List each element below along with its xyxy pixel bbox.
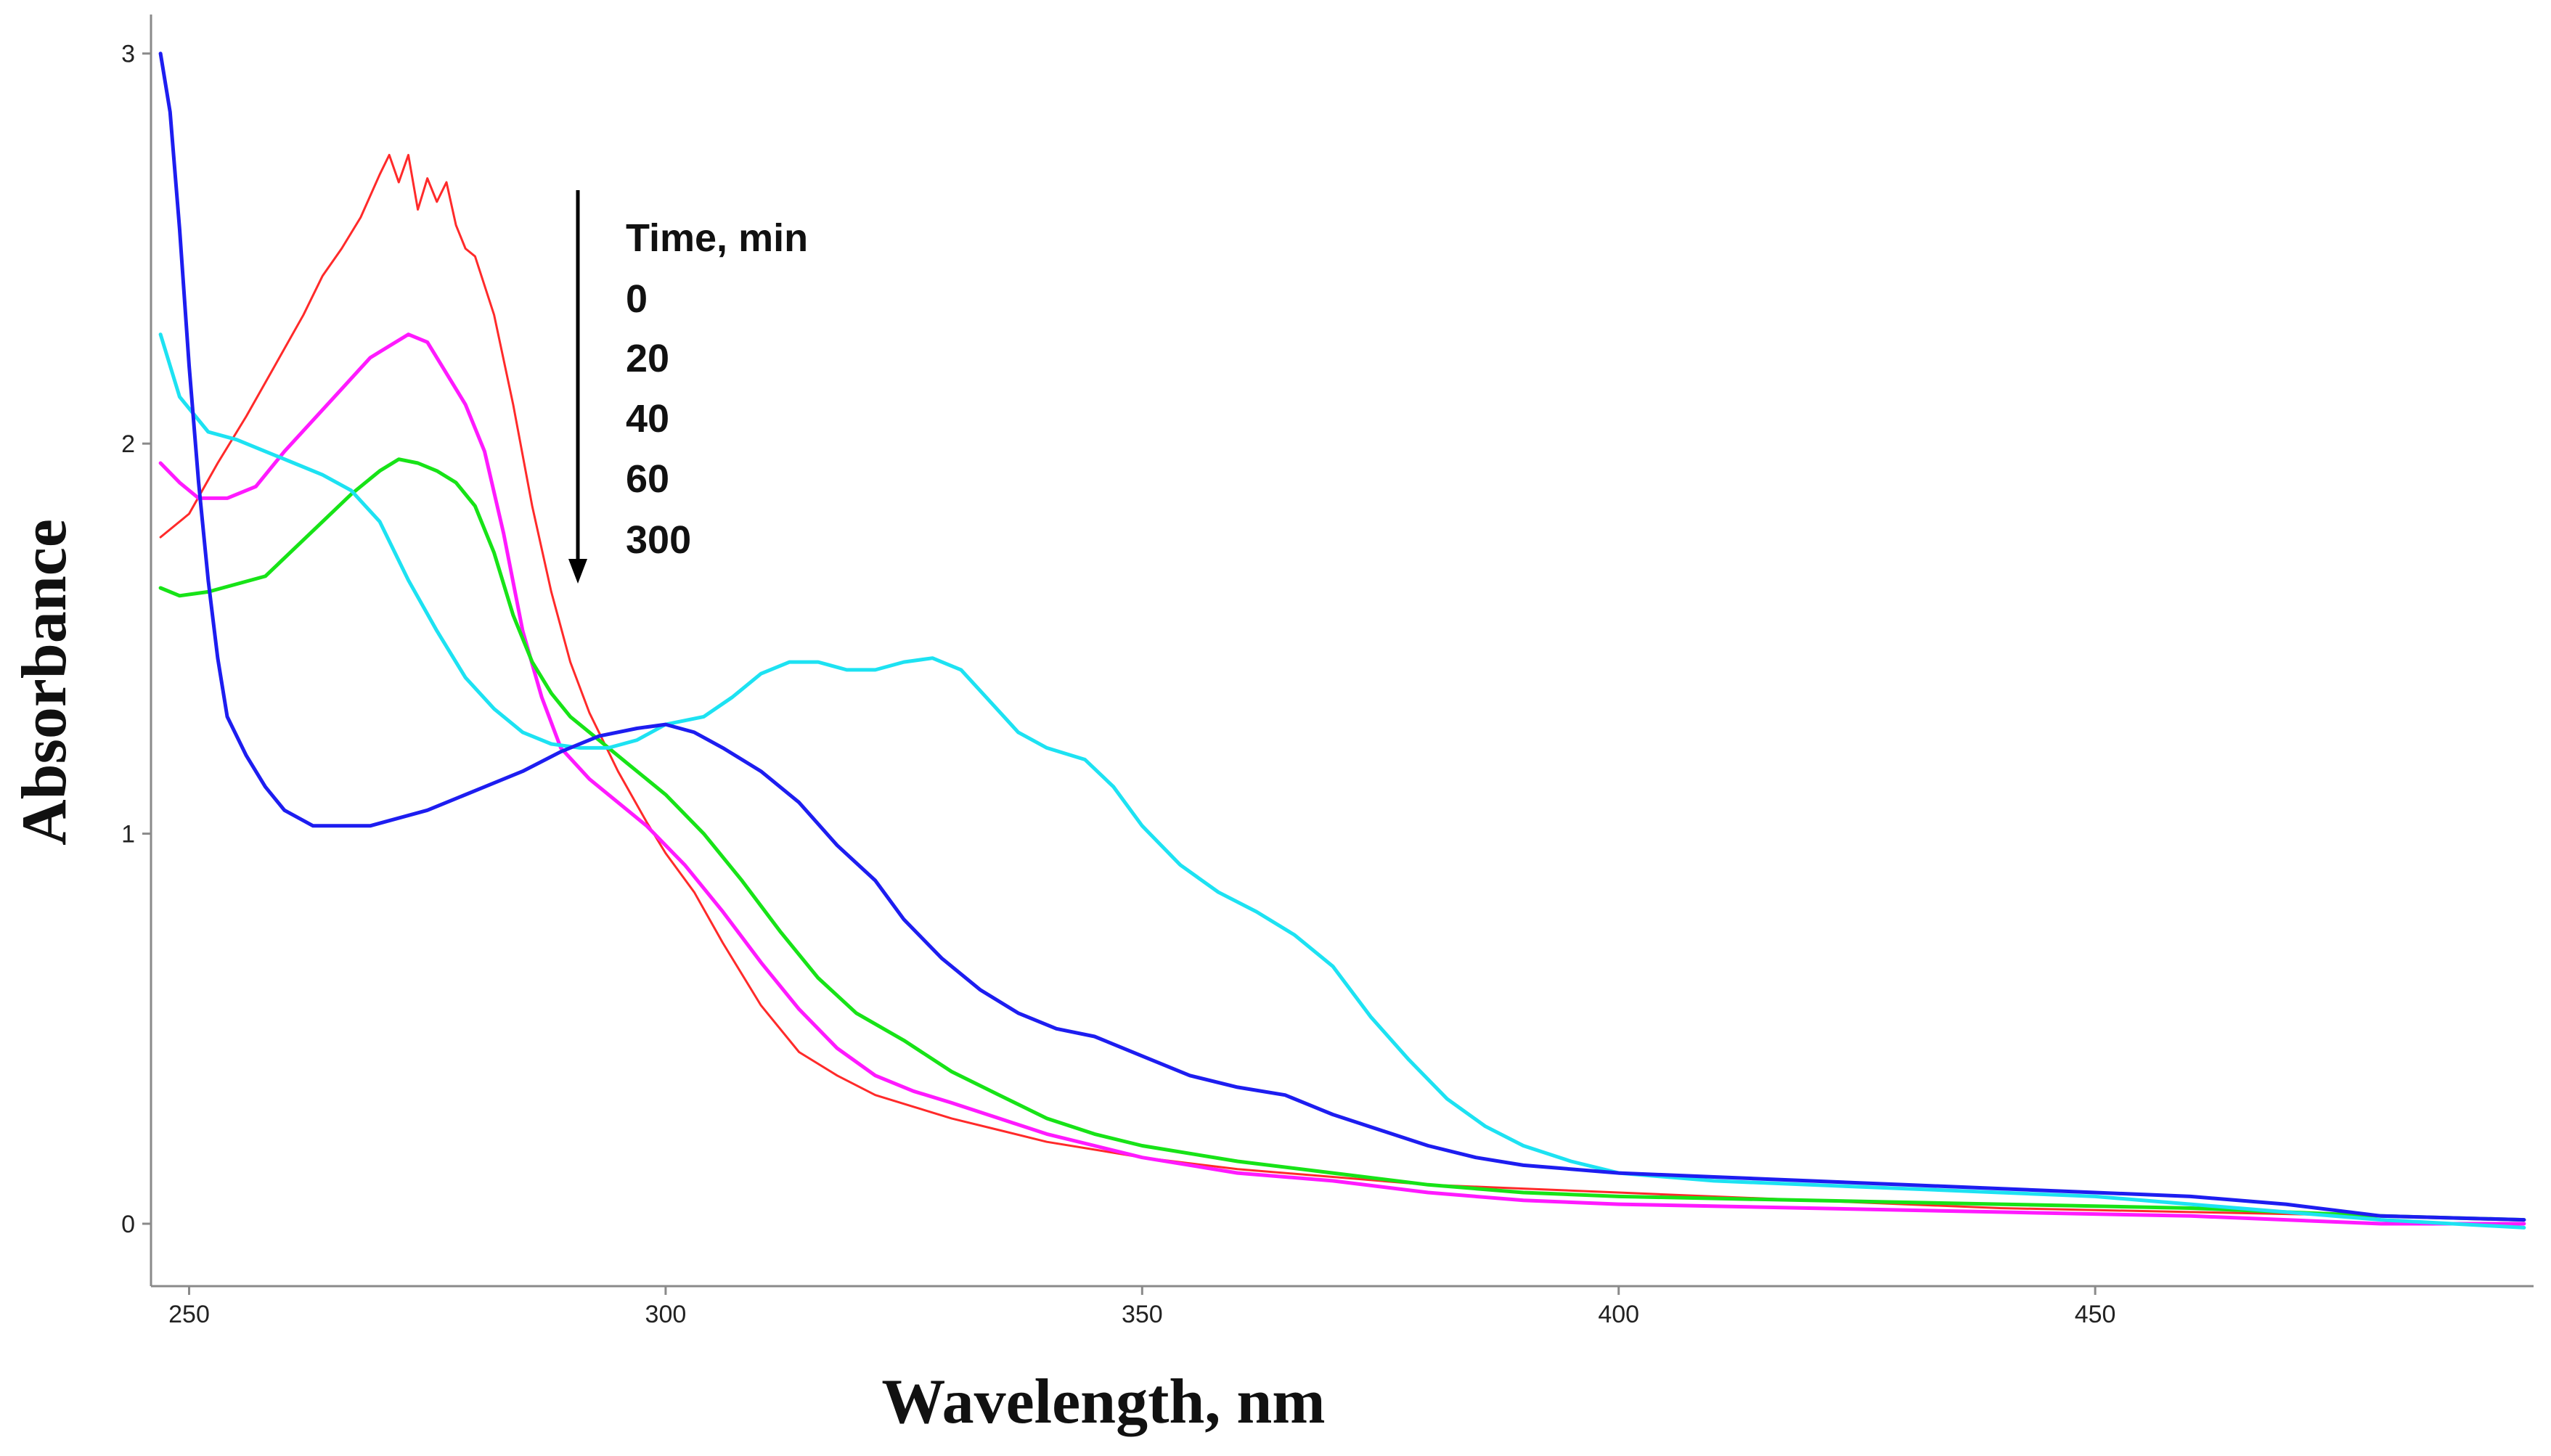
x-ticks: 250 300 350 400 450	[168, 1286, 2115, 1328]
x-tick-label: 450	[2075, 1301, 2116, 1328]
x-tick-label: 350	[1122, 1301, 1163, 1328]
legend-entry-0: 0	[626, 277, 648, 321]
series-line-0-min	[159, 154, 2526, 1222]
legend-entry-40: 40	[626, 397, 669, 441]
legend-entry-20: 20	[626, 337, 669, 380]
x-tick-label: 250	[168, 1301, 210, 1328]
legend: Time, min 0 20 40 60 300	[568, 190, 808, 584]
legend-entry-300: 300	[626, 518, 691, 562]
legend-arrow-head	[568, 559, 587, 584]
y-tick-label: 2	[121, 430, 135, 458]
legend-entry-60: 60	[626, 457, 669, 501]
legend-title: Time, min	[626, 216, 808, 260]
y-tick-label: 1	[121, 821, 135, 848]
y-axis-title: Absorbance	[9, 519, 80, 846]
y-ticks: 0 1 2 3	[121, 41, 151, 1238]
series-line-300-min	[158, 52, 2526, 1222]
series-line-20-min	[158, 332, 2526, 1226]
x-tick-label: 300	[645, 1301, 687, 1328]
x-tick-label: 400	[1598, 1301, 1639, 1328]
series-line-40-min	[158, 457, 2526, 1222]
y-tick-label: 3	[121, 41, 135, 68]
series-layer	[158, 52, 2526, 1230]
y-tick-label: 0	[121, 1211, 135, 1238]
x-axis-title: Wavelength, nm	[881, 1367, 1325, 1437]
